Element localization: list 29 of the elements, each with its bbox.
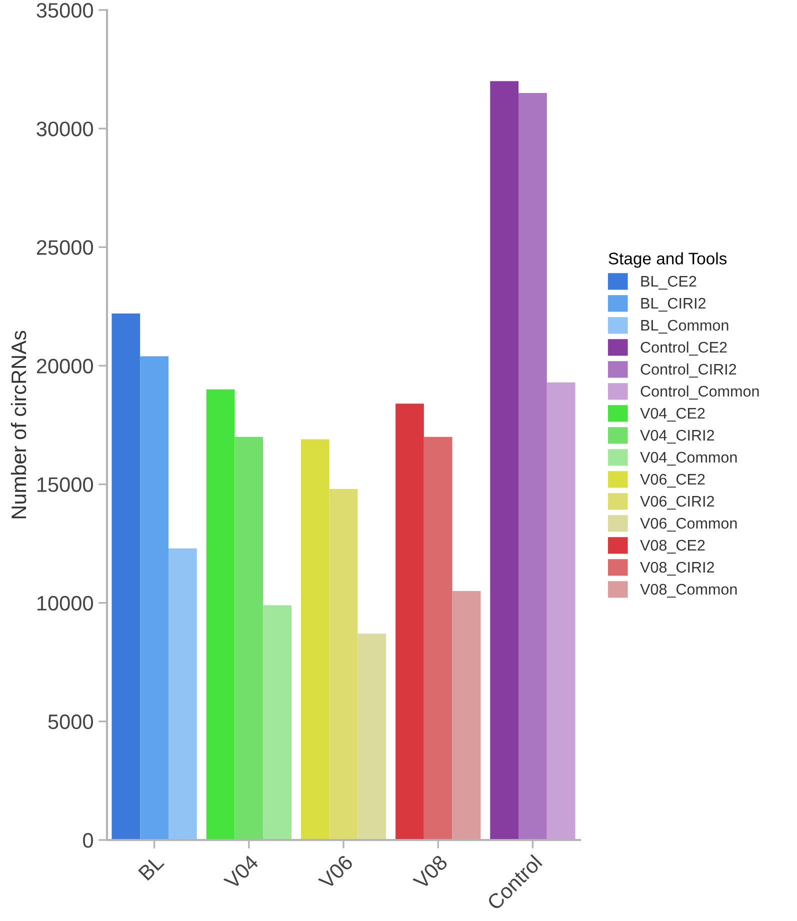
legend-label: BL_Common [641, 320, 728, 334]
y-tick-label: 15000 [37, 477, 93, 492]
legend-label: V08_CIRI2 [640, 562, 714, 576]
legend-label: V04_Common [640, 452, 737, 466]
legend-label: V06_CIRI2 [640, 496, 714, 510]
y-tick-label: 35000 [36, 3, 93, 18]
y-tick-label: 20000 [36, 358, 93, 374]
legend-label: BL_CE2 [641, 276, 696, 290]
x-tick-label: V06 [318, 854, 354, 890]
y-tick-label: 25000 [36, 240, 93, 255]
legend-label: Control_CE2 [640, 341, 727, 356]
legend-label: V04_CE2 [640, 408, 705, 422]
legend-label: Control_CIRI2 [640, 363, 736, 378]
legend-label: V06_Common [640, 518, 737, 532]
legend-label: BL_CIRI2 [641, 298, 706, 312]
x-tick-label: BL [138, 854, 164, 881]
legend-label: V08_CE2 [640, 540, 705, 554]
y-tick-label: 10000 [37, 596, 93, 611]
y-tick-label: 5000 [48, 714, 93, 730]
legend-label: V04_CIRI2 [640, 430, 714, 444]
legend-title: Stage and Tools [608, 252, 727, 268]
legend-label: Control_Common [640, 385, 759, 400]
y-tick-label: 0 [83, 833, 93, 848]
legend-label: V06_CE2 [640, 474, 705, 488]
x-tick-label: V04 [223, 854, 260, 890]
x-tick-label: V08 [412, 854, 448, 890]
y-axis-title: Number of circRNAs [10, 330, 26, 518]
legend-label: V08_Common [640, 584, 737, 598]
y-tick-label: 30000 [36, 122, 93, 136]
